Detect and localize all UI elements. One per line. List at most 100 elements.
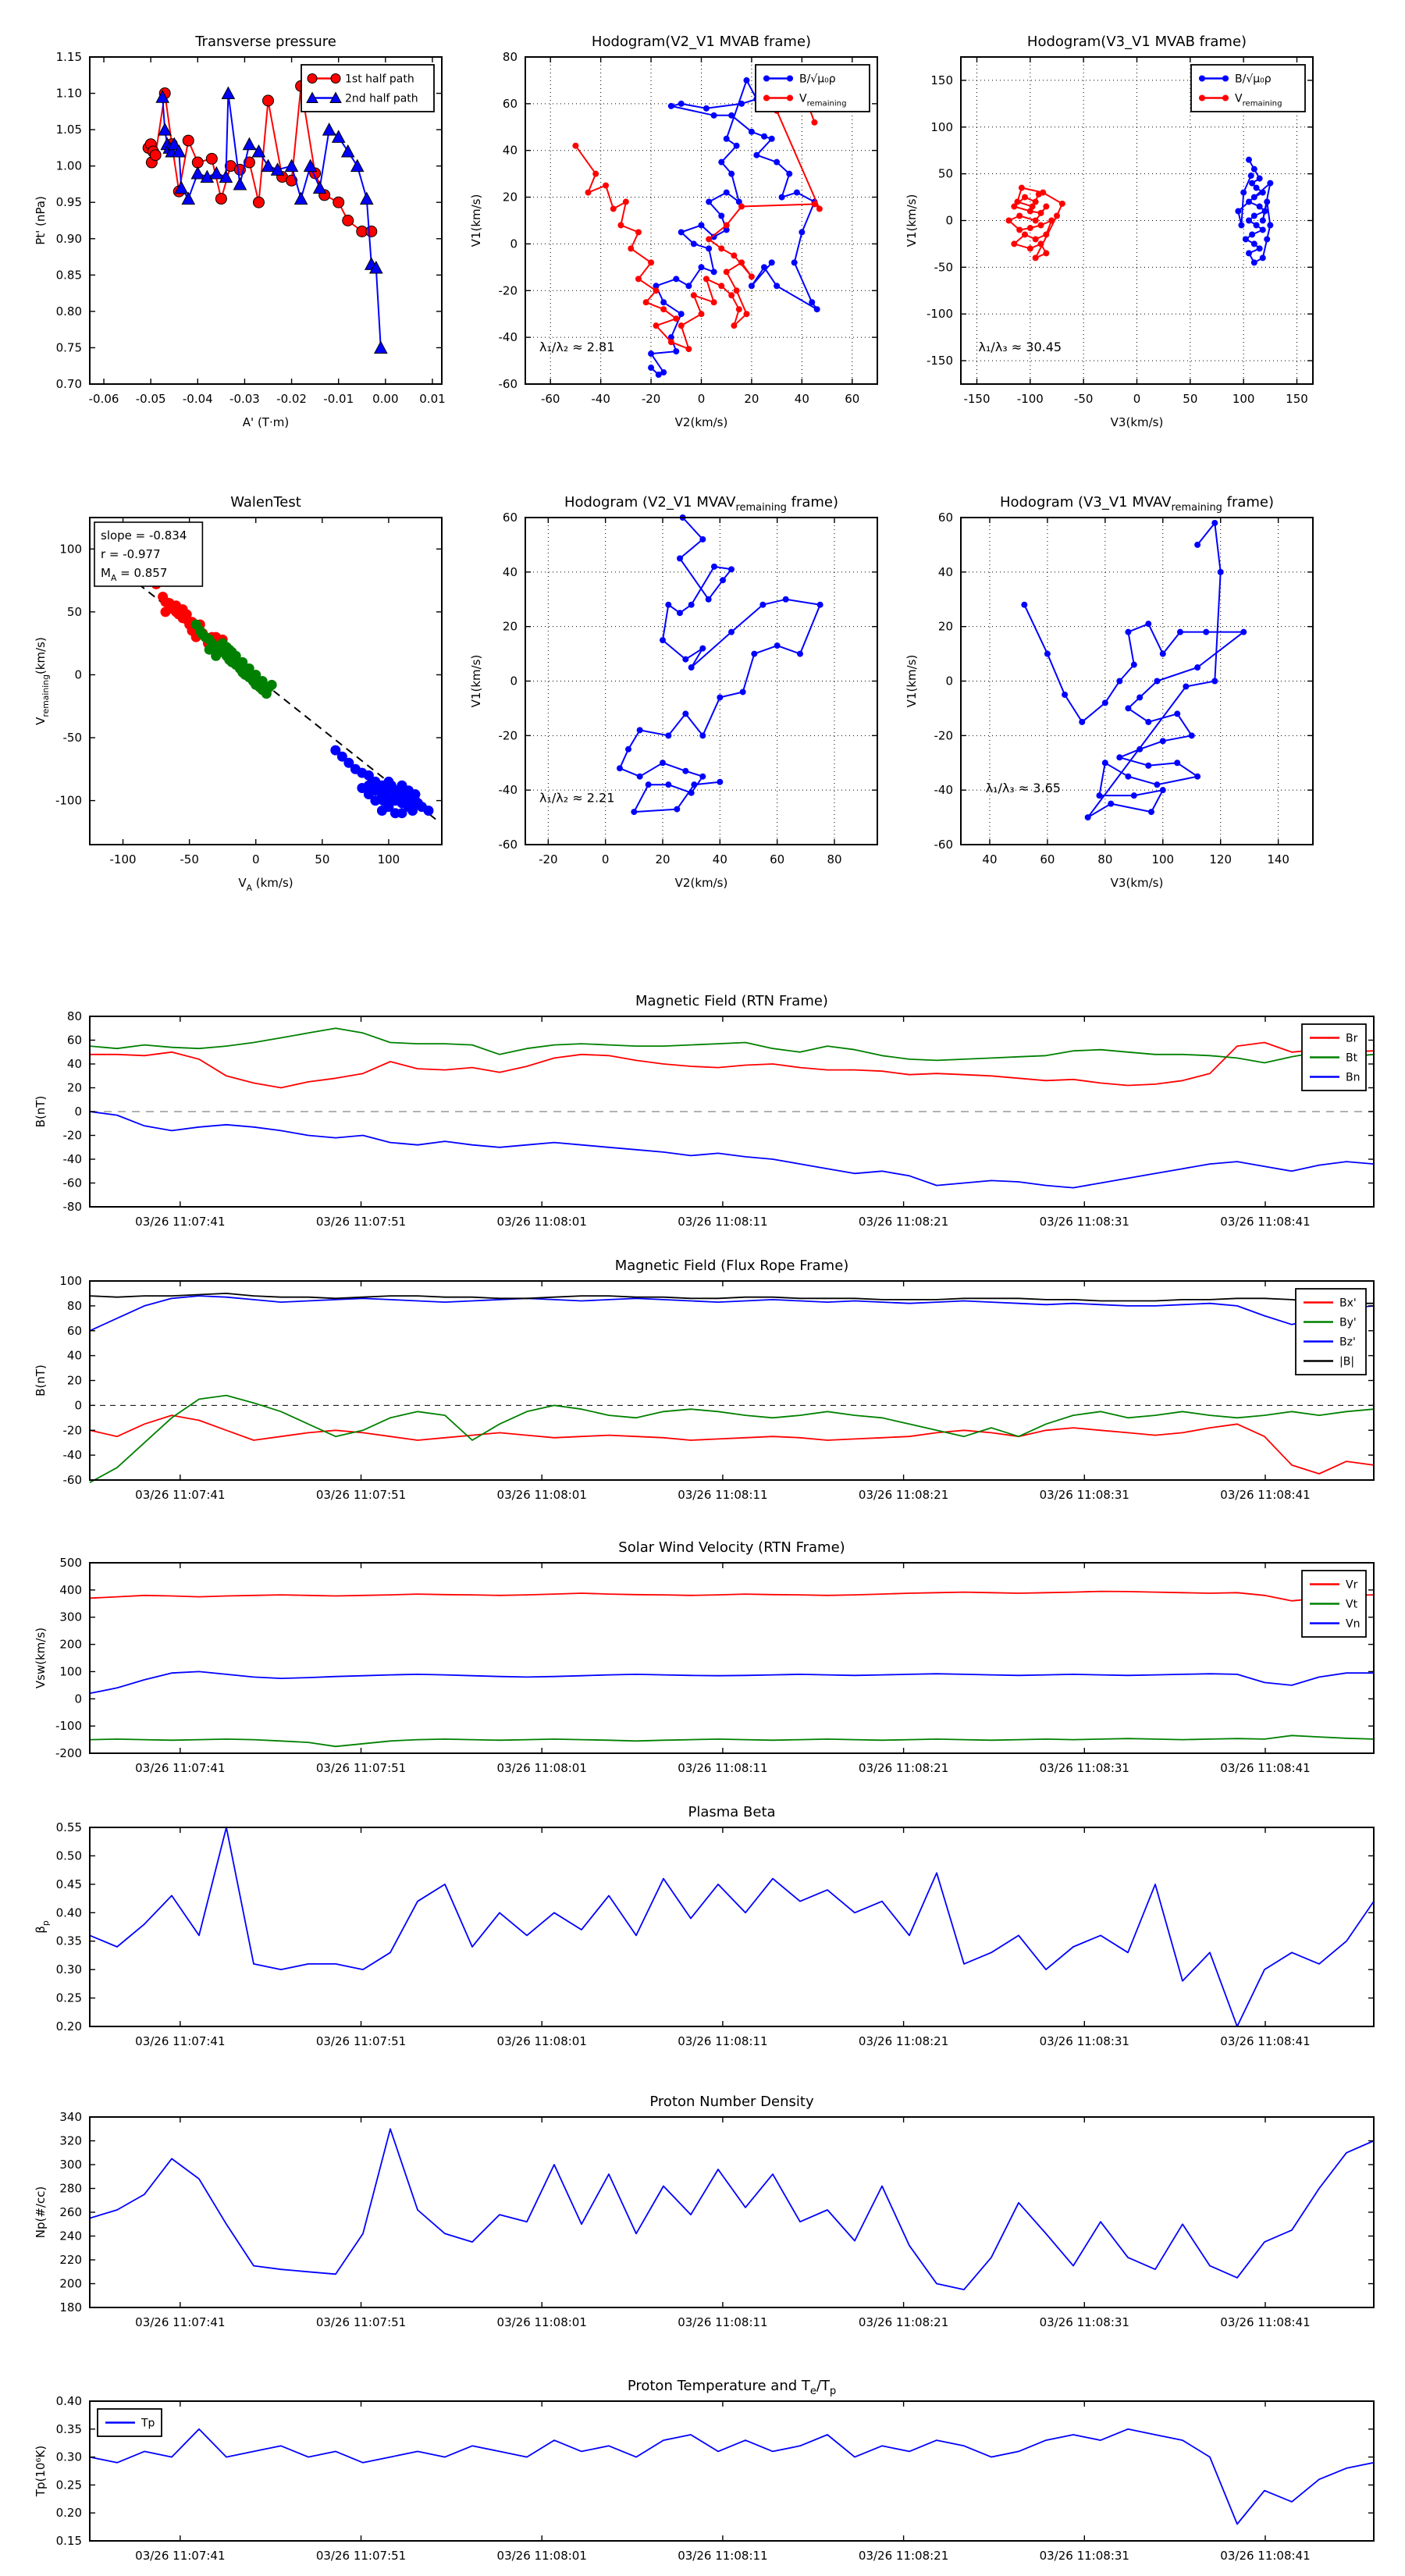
svg-text:-40: -40 (591, 392, 610, 406)
legend-entry-label: Bz' (1339, 1336, 1356, 1349)
svg-text:100: 100 (59, 1274, 82, 1288)
svg-text:0.80: 0.80 (56, 304, 82, 318)
svg-text:220: 220 (59, 2253, 82, 2267)
svg-text:-50: -50 (180, 852, 199, 866)
walen-fit-stats: MA​ = 0.857 (101, 566, 167, 583)
x-axis-label: VA​ (km/s) (238, 876, 293, 893)
legend-box (301, 64, 435, 112)
svg-text:80: 80 (67, 1009, 82, 1023)
svg-text:0.40: 0.40 (56, 2394, 82, 2408)
svg-text:260: 260 (59, 2205, 82, 2219)
svg-text:0.45: 0.45 (56, 1877, 82, 1891)
lambda-ratio-annotation: λ₁/λ₃ ≈ 3.65 (986, 781, 1061, 795)
x-axis-label: V2(km/s) (675, 876, 728, 890)
svg-text:-20: -20 (934, 728, 954, 742)
y-axis-label: B(nT) (34, 1364, 48, 1397)
svg-text:0.35: 0.35 (56, 2422, 82, 2436)
svg-text:-60: -60 (63, 1176, 83, 1190)
svg-text:-50: -50 (934, 260, 954, 274)
svg-text:40: 40 (713, 852, 727, 866)
svg-text:100: 100 (1151, 852, 1174, 866)
legend-entry-label: Br (1346, 1033, 1358, 1045)
chart-hodogram-v3v1-mvav: 40 60 80 100 120 140 -60 -40 -20 0 20 40 60 Hodogram … (891, 480, 1324, 906)
chart-magnetic-field-rtn: 03/26 11:07:41 03/26 11:07:51 03/26 11:08:… (20, 981, 1405, 1242)
svg-text:0: 0 (510, 674, 518, 688)
svg-text:-50: -50 (63, 731, 83, 745)
svg-text:80: 80 (67, 1299, 82, 1313)
svg-text:-40: -40 (63, 1152, 83, 1166)
svg-text:03/26 11:08:01: 03/26 11:08:01 (497, 2315, 587, 2329)
svg-text:03/26 11:08:31: 03/26 11:08:31 (1040, 1761, 1129, 1775)
svg-text:03/26 11:08:31: 03/26 11:08:31 (1040, 1488, 1129, 1502)
chart-title: Hodogram (V2_V1 MVAVremaining​ frame) (564, 494, 838, 514)
svg-text:-150: -150 (927, 354, 953, 368)
svg-text:-60: -60 (934, 838, 954, 852)
svg-text:60: 60 (67, 1034, 82, 1048)
svg-text:40: 40 (67, 1349, 82, 1363)
svg-text:240: 240 (59, 2229, 82, 2243)
legend-entry-label: 2nd half path (345, 93, 418, 105)
svg-text:40: 40 (795, 392, 809, 406)
svg-text:20: 20 (655, 852, 670, 866)
svg-text:03/26 11:08:21: 03/26 11:08:21 (859, 1488, 948, 1502)
svg-text:20: 20 (67, 1081, 82, 1095)
y-axis-label: βp​ (34, 1920, 51, 1934)
y-axis-label: Tp(10⁶K) (34, 2446, 48, 2497)
svg-text:03/26 11:08:11: 03/26 11:08:11 (678, 2315, 767, 2329)
svg-text:50: 50 (67, 605, 82, 619)
svg-text:20: 20 (503, 190, 518, 205)
svg-text:03/26 11:08:01: 03/26 11:08:01 (497, 2034, 587, 2048)
svg-text:60: 60 (770, 852, 784, 866)
chart-proton-number-density: 03/26 11:07:41 03/26 11:07:51 03/26 11:08:… (20, 2082, 1405, 2343)
chart-title: Proton Number Density (649, 2094, 814, 2110)
svg-text:03/26 11:08:41: 03/26 11:08:41 (1220, 1215, 1310, 1229)
legend-entry-label: Vremaining​ (1235, 93, 1282, 109)
svg-text:-0.06: -0.06 (89, 392, 119, 406)
legend-entry-label: Vr (1346, 1579, 1358, 1592)
legend-entry-label: Vremaining​ (799, 93, 846, 109)
legend-entry-label: |B| (1339, 1356, 1354, 1368)
y-axis-label: V1(km/s) (905, 194, 919, 247)
svg-text:0.30: 0.30 (56, 1962, 82, 1976)
svg-text:150: 150 (1286, 392, 1308, 406)
chart-title: Hodogram(V2_V1 MVAB frame) (592, 34, 811, 50)
svg-text:0: 0 (945, 214, 953, 228)
svg-text:03/26 11:08:11: 03/26 11:08:11 (678, 1488, 767, 1502)
svg-text:200: 200 (59, 2277, 82, 2291)
svg-text:20: 20 (67, 1374, 82, 1388)
svg-text:-0.05: -0.05 (136, 392, 166, 406)
svg-text:20: 20 (744, 392, 759, 406)
svg-text:03/26 11:07:51: 03/26 11:07:51 (316, 2315, 406, 2329)
svg-text:03/26 11:08:41: 03/26 11:08:41 (1220, 2549, 1310, 2563)
svg-text:200: 200 (59, 1638, 82, 1652)
svg-text:03/26 11:08:21: 03/26 11:08:21 (859, 2549, 948, 2563)
svg-text:0: 0 (74, 667, 82, 681)
legend-entry-label: Vn (1346, 1618, 1360, 1631)
svg-text:-40: -40 (499, 783, 518, 797)
svg-text:80: 80 (1097, 852, 1112, 866)
svg-text:300: 300 (59, 1610, 82, 1624)
chart-transverse-pressure: -0.06 -0.05 -0.04 -0.03 -0.02 -0.01 0.00 0.01 0.… (20, 20, 453, 445)
svg-text:03/26 11:08:21: 03/26 11:08:21 (859, 2034, 948, 2048)
svg-text:-100: -100 (110, 852, 137, 866)
x-axis-label: V3(km/s) (1111, 876, 1164, 890)
chart-walen-test: -100 -50 0 50 100 -100 -50 0 50 100 WalenTest VA​ (… (20, 480, 453, 906)
lambda-ratio-annotation: λ₁/λ₂ ≈ 2.81 (539, 340, 614, 354)
svg-text:-200: -200 (55, 1746, 82, 1760)
svg-text:0.70: 0.70 (56, 377, 82, 391)
svg-text:140: 140 (1267, 852, 1289, 866)
y-axis-label: Np(#/cc) (34, 2186, 48, 2239)
svg-text:80: 80 (827, 852, 841, 866)
chart-hodogram-v3v1-mvab: -150 -100 -50 0 50 100 150 -150 -100 -50 0 50 100 150… (891, 20, 1324, 445)
legend-entry-label: Vt (1346, 1599, 1358, 1611)
svg-text:300: 300 (59, 2158, 82, 2172)
chart-title: Proton Temperature and Te​/Tp​ (628, 2378, 836, 2397)
svg-text:1.05: 1.05 (56, 123, 82, 137)
svg-text:0.50: 0.50 (56, 1848, 82, 1863)
svg-text:-100: -100 (1017, 392, 1044, 406)
svg-text:0.15: 0.15 (56, 2534, 82, 2548)
svg-text:-40: -40 (63, 1448, 83, 1462)
y-axis-label: V1(km/s) (905, 655, 919, 708)
svg-text:0: 0 (1133, 392, 1141, 406)
svg-text:03/26 11:07:51: 03/26 11:07:51 (316, 1488, 406, 1502)
